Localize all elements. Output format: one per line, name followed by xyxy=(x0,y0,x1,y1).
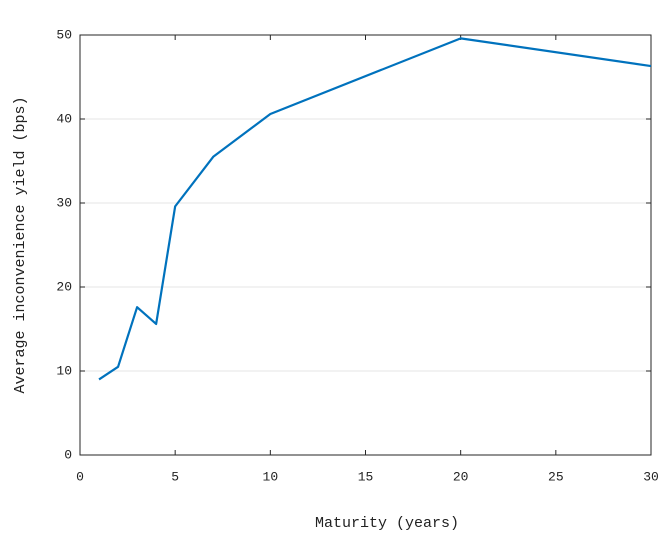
y-tick-label: 40 xyxy=(56,111,72,126)
x-tick-label: 15 xyxy=(358,469,374,484)
x-axis-label: Maturity (years) xyxy=(315,515,459,532)
y-axis-label: Average inconvenience yield (bps) xyxy=(12,96,29,393)
y-tick-label: 50 xyxy=(56,27,72,42)
y-tick-label: 10 xyxy=(56,363,72,378)
plot-frame xyxy=(79,34,652,456)
data-line xyxy=(98,37,652,381)
x-tick-label: 5 xyxy=(171,469,179,484)
y-tick-label: 0 xyxy=(64,447,72,462)
y-tick-label: 30 xyxy=(56,195,72,210)
y-tick-label: 20 xyxy=(56,279,72,294)
x-tick-label: 30 xyxy=(643,469,659,484)
x-tick-label: 0 xyxy=(76,469,84,484)
x-tick-label: 25 xyxy=(548,469,564,484)
x-tick-label: 10 xyxy=(263,469,279,484)
x-tick-label: 20 xyxy=(453,469,469,484)
